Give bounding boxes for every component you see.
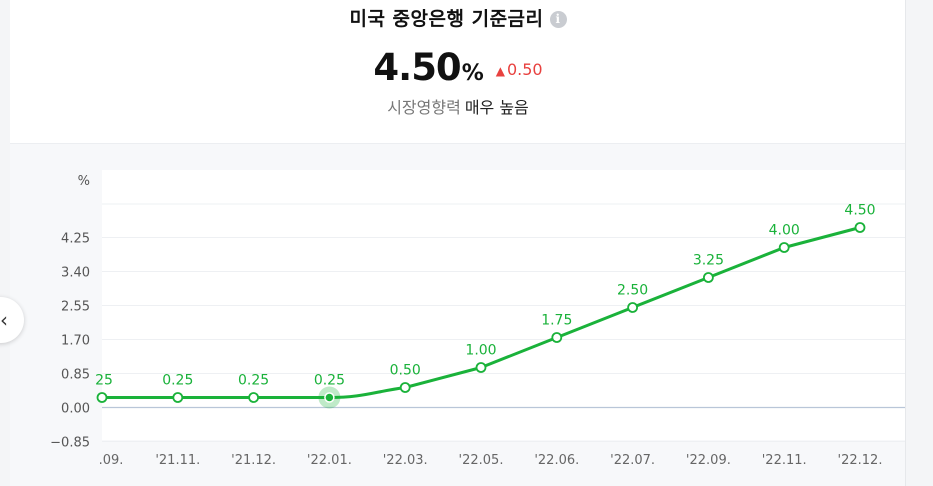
- x-tick-label: '21.12.: [231, 453, 276, 468]
- rate-card: 미국 중앙은행 기준금리 i 4.50% ▲ 0.50 시장영향력 매우 높음 4.25…: [10, 0, 906, 486]
- x-tick-label: '22.01.: [307, 453, 352, 468]
- x-tick-label: '22.11.: [762, 453, 807, 468]
- x-tick-label: '22.05.: [459, 453, 504, 468]
- x-tick-label: '22.07.: [610, 453, 655, 468]
- data-label: 0.50: [390, 363, 421, 379]
- data-point: [399, 382, 411, 393]
- data-point: [778, 242, 790, 253]
- data-label: 4.00: [769, 223, 800, 239]
- up-triangle-icon: ▲: [495, 64, 505, 78]
- rate-line-chart: 4.25 3.40 2.55 1.70 0.85 0.00 −0.85% 25 .09. 0.25…: [50, 174, 906, 468]
- rate-change-value: 0.50: [506, 60, 543, 79]
- x-tick-label: .09.: [99, 453, 124, 468]
- data-point: [551, 332, 563, 343]
- data-label: 0.25: [238, 373, 269, 389]
- data-point: [96, 392, 108, 403]
- chart-area: 4.25 3.40 2.55 1.70 0.85 0.00 −0.85% 25 .09. 0.25…: [10, 144, 906, 486]
- data-point: [172, 392, 184, 403]
- rate-unit: %: [461, 61, 484, 86]
- data-label: 0.25: [314, 373, 345, 389]
- data-label: 4.50: [844, 203, 875, 219]
- data-label: 1.00: [465, 343, 496, 359]
- data-label: 25: [95, 373, 113, 389]
- y-tick-label: 0.00: [61, 402, 90, 417]
- info-icon[interactable]: i: [549, 11, 567, 28]
- data-label: 3.25: [693, 253, 724, 269]
- y-tick-label: 2.55: [61, 300, 90, 315]
- y-tick-label: 0.85: [61, 368, 90, 383]
- data-point: [854, 222, 866, 233]
- data-label: 0.25: [162, 373, 193, 389]
- y-tick-label: 1.70: [61, 334, 90, 349]
- y-tick-label: 4.25: [61, 232, 90, 247]
- influence-row: 시장영향력 매우 높음: [10, 94, 906, 118]
- y-axis-unit: %: [78, 174, 90, 189]
- y-tick-label: 3.40: [61, 266, 90, 281]
- y-tick-label: −0.85: [50, 436, 90, 451]
- value-row: 4.50% ▲ 0.50: [10, 46, 906, 89]
- data-point: [475, 362, 487, 373]
- x-tick-label: '21.11.: [155, 453, 200, 468]
- rate-header: 미국 중앙은행 기준금리 i 4.50% ▲ 0.50 시장영향력 매우 높음: [10, 0, 906, 144]
- x-tick-label: '22.03.: [383, 453, 428, 468]
- influence-label: 시장영향력: [387, 98, 461, 117]
- data-label: 2.50: [617, 283, 648, 299]
- right-gutter: [905, 0, 933, 486]
- data-point: [703, 272, 714, 283]
- page-title: 미국 중앙은행 기준금리: [349, 8, 544, 30]
- left-gutter: [0, 0, 10, 486]
- rate-change: ▲ 0.50: [496, 60, 543, 79]
- chevron-left-icon: ‹: [0, 308, 8, 332]
- influence-value: 매우 높음: [464, 98, 529, 117]
- data-point: [627, 302, 638, 313]
- x-tick-label: '22.12.: [838, 453, 883, 468]
- data-point-active: [324, 392, 335, 403]
- x-tick-label: '22.06.: [534, 453, 579, 468]
- rate-value: 4.50: [373, 46, 461, 89]
- title-row: 미국 중앙은행 기준금리 i: [10, 4, 906, 31]
- data-point: [248, 392, 260, 403]
- x-tick-label: '22.09.: [686, 453, 731, 468]
- data-label: 1.75: [541, 313, 572, 329]
